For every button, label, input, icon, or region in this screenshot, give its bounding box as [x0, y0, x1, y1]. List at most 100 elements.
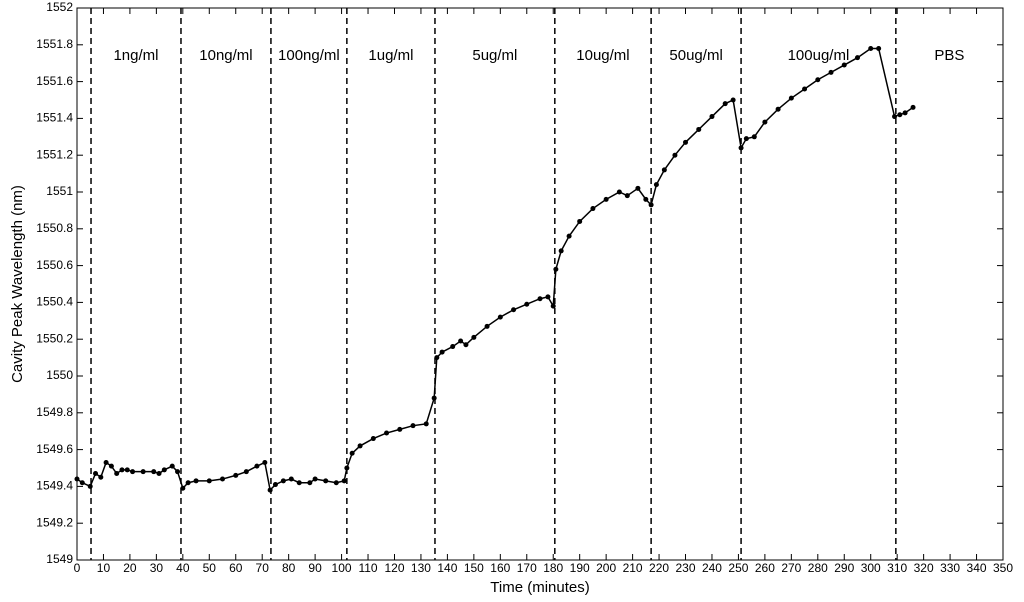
- data-point: [98, 474, 104, 480]
- data-point: [220, 476, 226, 482]
- x-tick-label: 330: [940, 561, 960, 575]
- x-tick-label: 220: [649, 561, 669, 575]
- x-tick-label: 30: [150, 561, 164, 575]
- y-tick-label: 1550.8: [36, 221, 73, 235]
- x-tick-label: 240: [702, 561, 722, 575]
- data-point: [661, 167, 667, 173]
- data-point: [841, 62, 847, 68]
- data-point: [124, 467, 130, 473]
- data-point: [653, 182, 659, 188]
- data-point: [709, 114, 715, 120]
- data-point: [450, 344, 456, 350]
- data-point: [902, 110, 908, 116]
- region-label: 10ng/ml: [199, 47, 252, 64]
- x-tick-label: 140: [437, 561, 457, 575]
- data-point: [762, 119, 768, 125]
- data-point: [423, 421, 429, 427]
- x-tick-label: 90: [308, 561, 322, 575]
- region-label: 1ng/ml: [113, 47, 158, 64]
- x-tick-label: 260: [755, 561, 775, 575]
- data-point: [876, 45, 882, 51]
- data-point: [558, 248, 564, 254]
- data-point: [511, 307, 517, 313]
- data-point: [280, 478, 286, 484]
- data-point: [431, 395, 437, 401]
- x-tick-label: 80: [282, 561, 296, 575]
- data-point: [312, 476, 318, 482]
- data-point: [696, 126, 702, 132]
- y-tick-label: 1549.2: [36, 515, 73, 529]
- data-point: [333, 480, 339, 486]
- y-tick-label: 1551.6: [36, 74, 73, 88]
- data-point: [683, 139, 689, 145]
- data-point: [590, 206, 596, 212]
- data-point: [243, 469, 249, 475]
- data-point: [458, 338, 464, 344]
- y-tick-label: 1550.2: [36, 331, 73, 345]
- y-tick-label: 1551: [46, 184, 73, 198]
- y-tick-label: 1549.8: [36, 405, 73, 419]
- data-point: [624, 193, 630, 199]
- data-point: [349, 450, 355, 456]
- x-tick-label: 160: [490, 561, 510, 575]
- x-tick-label: 290: [834, 561, 854, 575]
- data-point: [79, 480, 85, 486]
- region-label: 10ug/ml: [576, 47, 629, 64]
- data-point: [156, 471, 162, 477]
- region-label: 5ug/ml: [472, 47, 517, 64]
- data-point: [410, 423, 416, 429]
- data-point: [296, 480, 302, 486]
- data-point: [341, 478, 347, 484]
- data-point: [267, 487, 273, 493]
- x-axis-title: Time (minutes): [490, 579, 589, 596]
- x-tick-label: 110: [358, 561, 377, 575]
- y-tick-label: 1550.6: [36, 258, 73, 272]
- data-point: [193, 478, 199, 484]
- data-point: [307, 480, 313, 486]
- data-point: [103, 459, 109, 465]
- data-point: [140, 469, 146, 475]
- data-point: [497, 314, 503, 320]
- data-point: [550, 303, 556, 309]
- x-tick-label: 70: [256, 561, 270, 575]
- data-point: [262, 459, 268, 465]
- data-point: [910, 104, 916, 110]
- data-point: [206, 478, 212, 484]
- data-point: [180, 485, 186, 491]
- x-tick-label: 10: [97, 561, 111, 575]
- region-label: 100ng/ml: [278, 47, 340, 64]
- data-point: [545, 294, 551, 300]
- data-point: [323, 478, 329, 484]
- data-point: [151, 469, 157, 475]
- x-tick-label: 350: [993, 561, 1013, 575]
- x-tick-label: 280: [808, 561, 828, 575]
- region-label: 50ug/ml: [669, 47, 722, 64]
- x-tick-label: 230: [675, 561, 695, 575]
- y-tick-label: 1550: [46, 368, 73, 382]
- x-tick-label: 190: [570, 561, 590, 575]
- data-point: [233, 472, 239, 478]
- y-tick-label: 1550.4: [36, 295, 73, 309]
- x-tick-label: 300: [861, 561, 881, 575]
- data-point: [643, 196, 649, 202]
- data-point: [288, 476, 294, 482]
- x-tick-label: 310: [887, 561, 907, 575]
- data-point: [344, 465, 350, 471]
- data-point: [553, 266, 559, 272]
- data-point: [74, 476, 80, 482]
- x-tick-label: 50: [203, 561, 217, 575]
- x-tick-label: 150: [464, 561, 484, 575]
- data-point: [161, 467, 167, 473]
- x-tick-label: 40: [176, 561, 190, 575]
- y-tick-label: 1549.4: [36, 479, 73, 493]
- x-tick-label: 210: [623, 561, 643, 575]
- x-tick-label: 0: [74, 561, 81, 575]
- data-point: [524, 301, 530, 307]
- x-tick-label: 180: [543, 561, 563, 575]
- data-point: [897, 112, 903, 118]
- y-tick-label: 1551.8: [36, 37, 73, 51]
- data-point: [370, 436, 376, 442]
- data-point: [788, 95, 794, 101]
- plot-frame: [76, 7, 1004, 561]
